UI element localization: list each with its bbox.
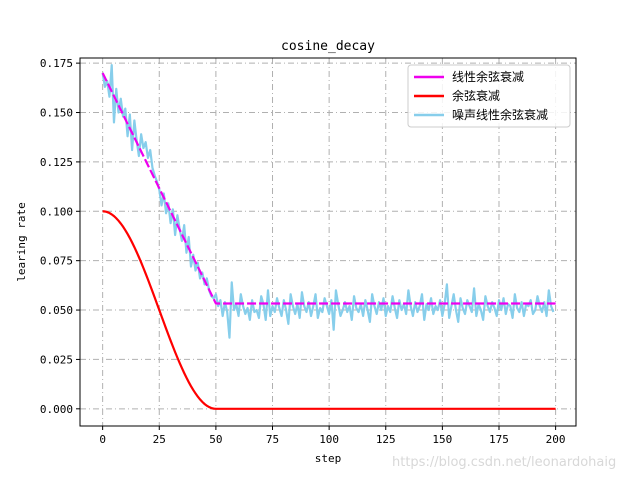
x-tick-label: 125 xyxy=(376,433,396,446)
x-tick-label: 150 xyxy=(432,433,452,446)
legend-label: 余弦衰减 xyxy=(452,88,500,103)
y-tick-label: 0.125 xyxy=(40,156,73,169)
y-tick-label: 0.100 xyxy=(40,205,73,218)
legend-label: 噪声线性余弦衰减 xyxy=(452,107,548,122)
legend-box xyxy=(407,64,571,128)
series-line-cosine-decay xyxy=(102,210,556,410)
y-tick-label: 0.000 xyxy=(40,403,73,416)
x-tick-label: 50 xyxy=(209,433,222,446)
y-axis-label: learing rate xyxy=(15,202,28,281)
y-tick-label: 0.175 xyxy=(40,57,73,70)
series-line-linear-cosine-decay xyxy=(101,72,556,305)
chart-title: cosine_decay xyxy=(281,39,375,54)
series-layer xyxy=(101,64,556,410)
series-line-noisy-linear-cosine-decay xyxy=(101,64,555,339)
plot-frame xyxy=(79,57,577,427)
y-tick-label: 0.150 xyxy=(40,107,73,120)
y-tick-label: 0.050 xyxy=(40,304,73,317)
ticks-layer: 0 25 50 75 100 125 150 175 200 0.000 0.025 0.050 0.0… xyxy=(40,57,566,446)
y-tick-label: 0.075 xyxy=(40,255,73,268)
y-tick-label: 0.025 xyxy=(40,353,73,366)
x-tick-label: 175 xyxy=(489,433,509,446)
x-axis-label: step xyxy=(315,452,342,465)
watermark: https://blog.csdn.net/leonardohaig xyxy=(392,455,616,470)
x-tick-label: 25 xyxy=(153,433,166,446)
x-tick-label: 200 xyxy=(546,433,566,446)
x-tick-label: 75 xyxy=(266,433,279,446)
x-tick-label: 0 xyxy=(99,433,106,446)
legend-label: 线性余弦衰减 xyxy=(452,69,524,84)
x-tick-label: 100 xyxy=(319,433,339,446)
